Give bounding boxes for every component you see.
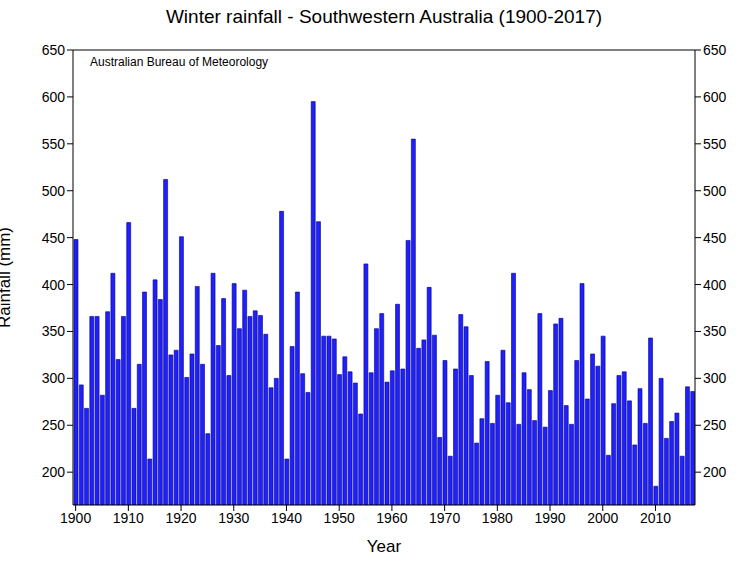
svg-text:650: 650 [703,42,727,58]
svg-text:Rainfall (mm): Rainfall (mm) [8,227,14,328]
svg-text:500: 500 [703,183,727,199]
svg-text:1920: 1920 [165,510,196,526]
svg-text:450: 450 [42,230,66,246]
svg-text:250: 250 [42,417,66,433]
svg-text:650: 650 [42,42,66,58]
svg-text:2010: 2010 [640,510,671,526]
svg-text:1960: 1960 [376,510,407,526]
svg-text:1930: 1930 [218,510,249,526]
svg-text:400: 400 [703,277,727,293]
svg-text:1940: 1940 [271,510,302,526]
svg-text:2000: 2000 [587,510,618,526]
svg-text:1950: 1950 [324,510,355,526]
svg-text:1970: 1970 [429,510,460,526]
svg-text:200: 200 [703,464,727,480]
svg-text:1910: 1910 [113,510,144,526]
html-text:Winter rainfall - Southwestern: Winter rainfall - Southwestern Australia… [165,6,603,27]
svg-text:400: 400 [42,277,66,293]
svg-text:Year: Year [367,537,402,556]
svg-text:500: 500 [42,183,66,199]
svg-text:200: 200 [42,464,66,480]
svg-text:350: 350 [42,323,66,339]
svg-text:350: 350 [703,323,727,339]
svg-text:550: 550 [703,136,727,152]
svg-text:300: 300 [703,370,727,386]
svg-text:1980: 1980 [482,510,513,526]
svg-text:450: 450 [703,230,727,246]
svg-text:300: 300 [42,370,66,386]
svg-text:600: 600 [42,89,66,105]
svg-text:250: 250 [703,417,727,433]
svg-text:600: 600 [703,89,727,105]
html-text:Australian Bureau of Meteorolo: Australian Bureau of Meteorology [90,55,269,69]
svg-text:1900: 1900 [60,510,91,526]
svg-text:550: 550 [42,136,66,152]
svg-text:1990: 1990 [534,510,565,526]
